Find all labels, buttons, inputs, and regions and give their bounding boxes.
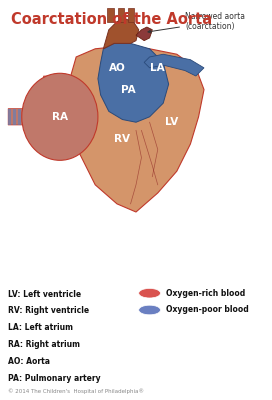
Text: RV: Right ventricle: RV: Right ventricle — [8, 306, 89, 315]
Text: RV: RV — [115, 134, 130, 144]
Text: AO: Aorta: AO: Aorta — [8, 357, 50, 366]
Circle shape — [139, 305, 160, 315]
Polygon shape — [65, 46, 204, 212]
Polygon shape — [103, 19, 139, 49]
Bar — [107, 8, 114, 22]
Bar — [118, 8, 124, 22]
Text: Narrowed aorta
(coarctation): Narrowed aorta (coarctation) — [148, 12, 245, 33]
FancyBboxPatch shape — [13, 109, 16, 125]
Text: RA: RA — [52, 112, 68, 122]
Text: LA: Left atrium: LA: Left atrium — [8, 323, 73, 332]
Text: RA: Right atrium: RA: Right atrium — [8, 340, 80, 349]
FancyBboxPatch shape — [8, 109, 49, 125]
FancyBboxPatch shape — [44, 76, 60, 109]
FancyBboxPatch shape — [18, 109, 21, 125]
Text: LV: LV — [165, 117, 178, 127]
Text: PA: PA — [120, 84, 135, 94]
FancyBboxPatch shape — [8, 109, 11, 125]
Ellipse shape — [22, 73, 98, 160]
Polygon shape — [136, 27, 152, 41]
Bar — [128, 8, 134, 22]
Text: LA: LA — [150, 63, 165, 73]
Polygon shape — [98, 43, 169, 122]
Circle shape — [139, 288, 160, 298]
Text: Oxygen-rich blood: Oxygen-rich blood — [166, 289, 245, 298]
Text: © 2014 The Children's  Hospital of Philadelphia®: © 2014 The Children's Hospital of Philad… — [8, 388, 144, 394]
Text: AO: AO — [109, 63, 125, 73]
Text: PA: Pulmonary artery: PA: Pulmonary artery — [8, 374, 101, 382]
Text: LV: Left ventricle: LV: Left ventricle — [8, 290, 81, 298]
Text: Coarctation of the Aorta: Coarctation of the Aorta — [11, 12, 212, 27]
Text: Oxygen-poor blood: Oxygen-poor blood — [166, 306, 249, 314]
Polygon shape — [144, 54, 204, 76]
